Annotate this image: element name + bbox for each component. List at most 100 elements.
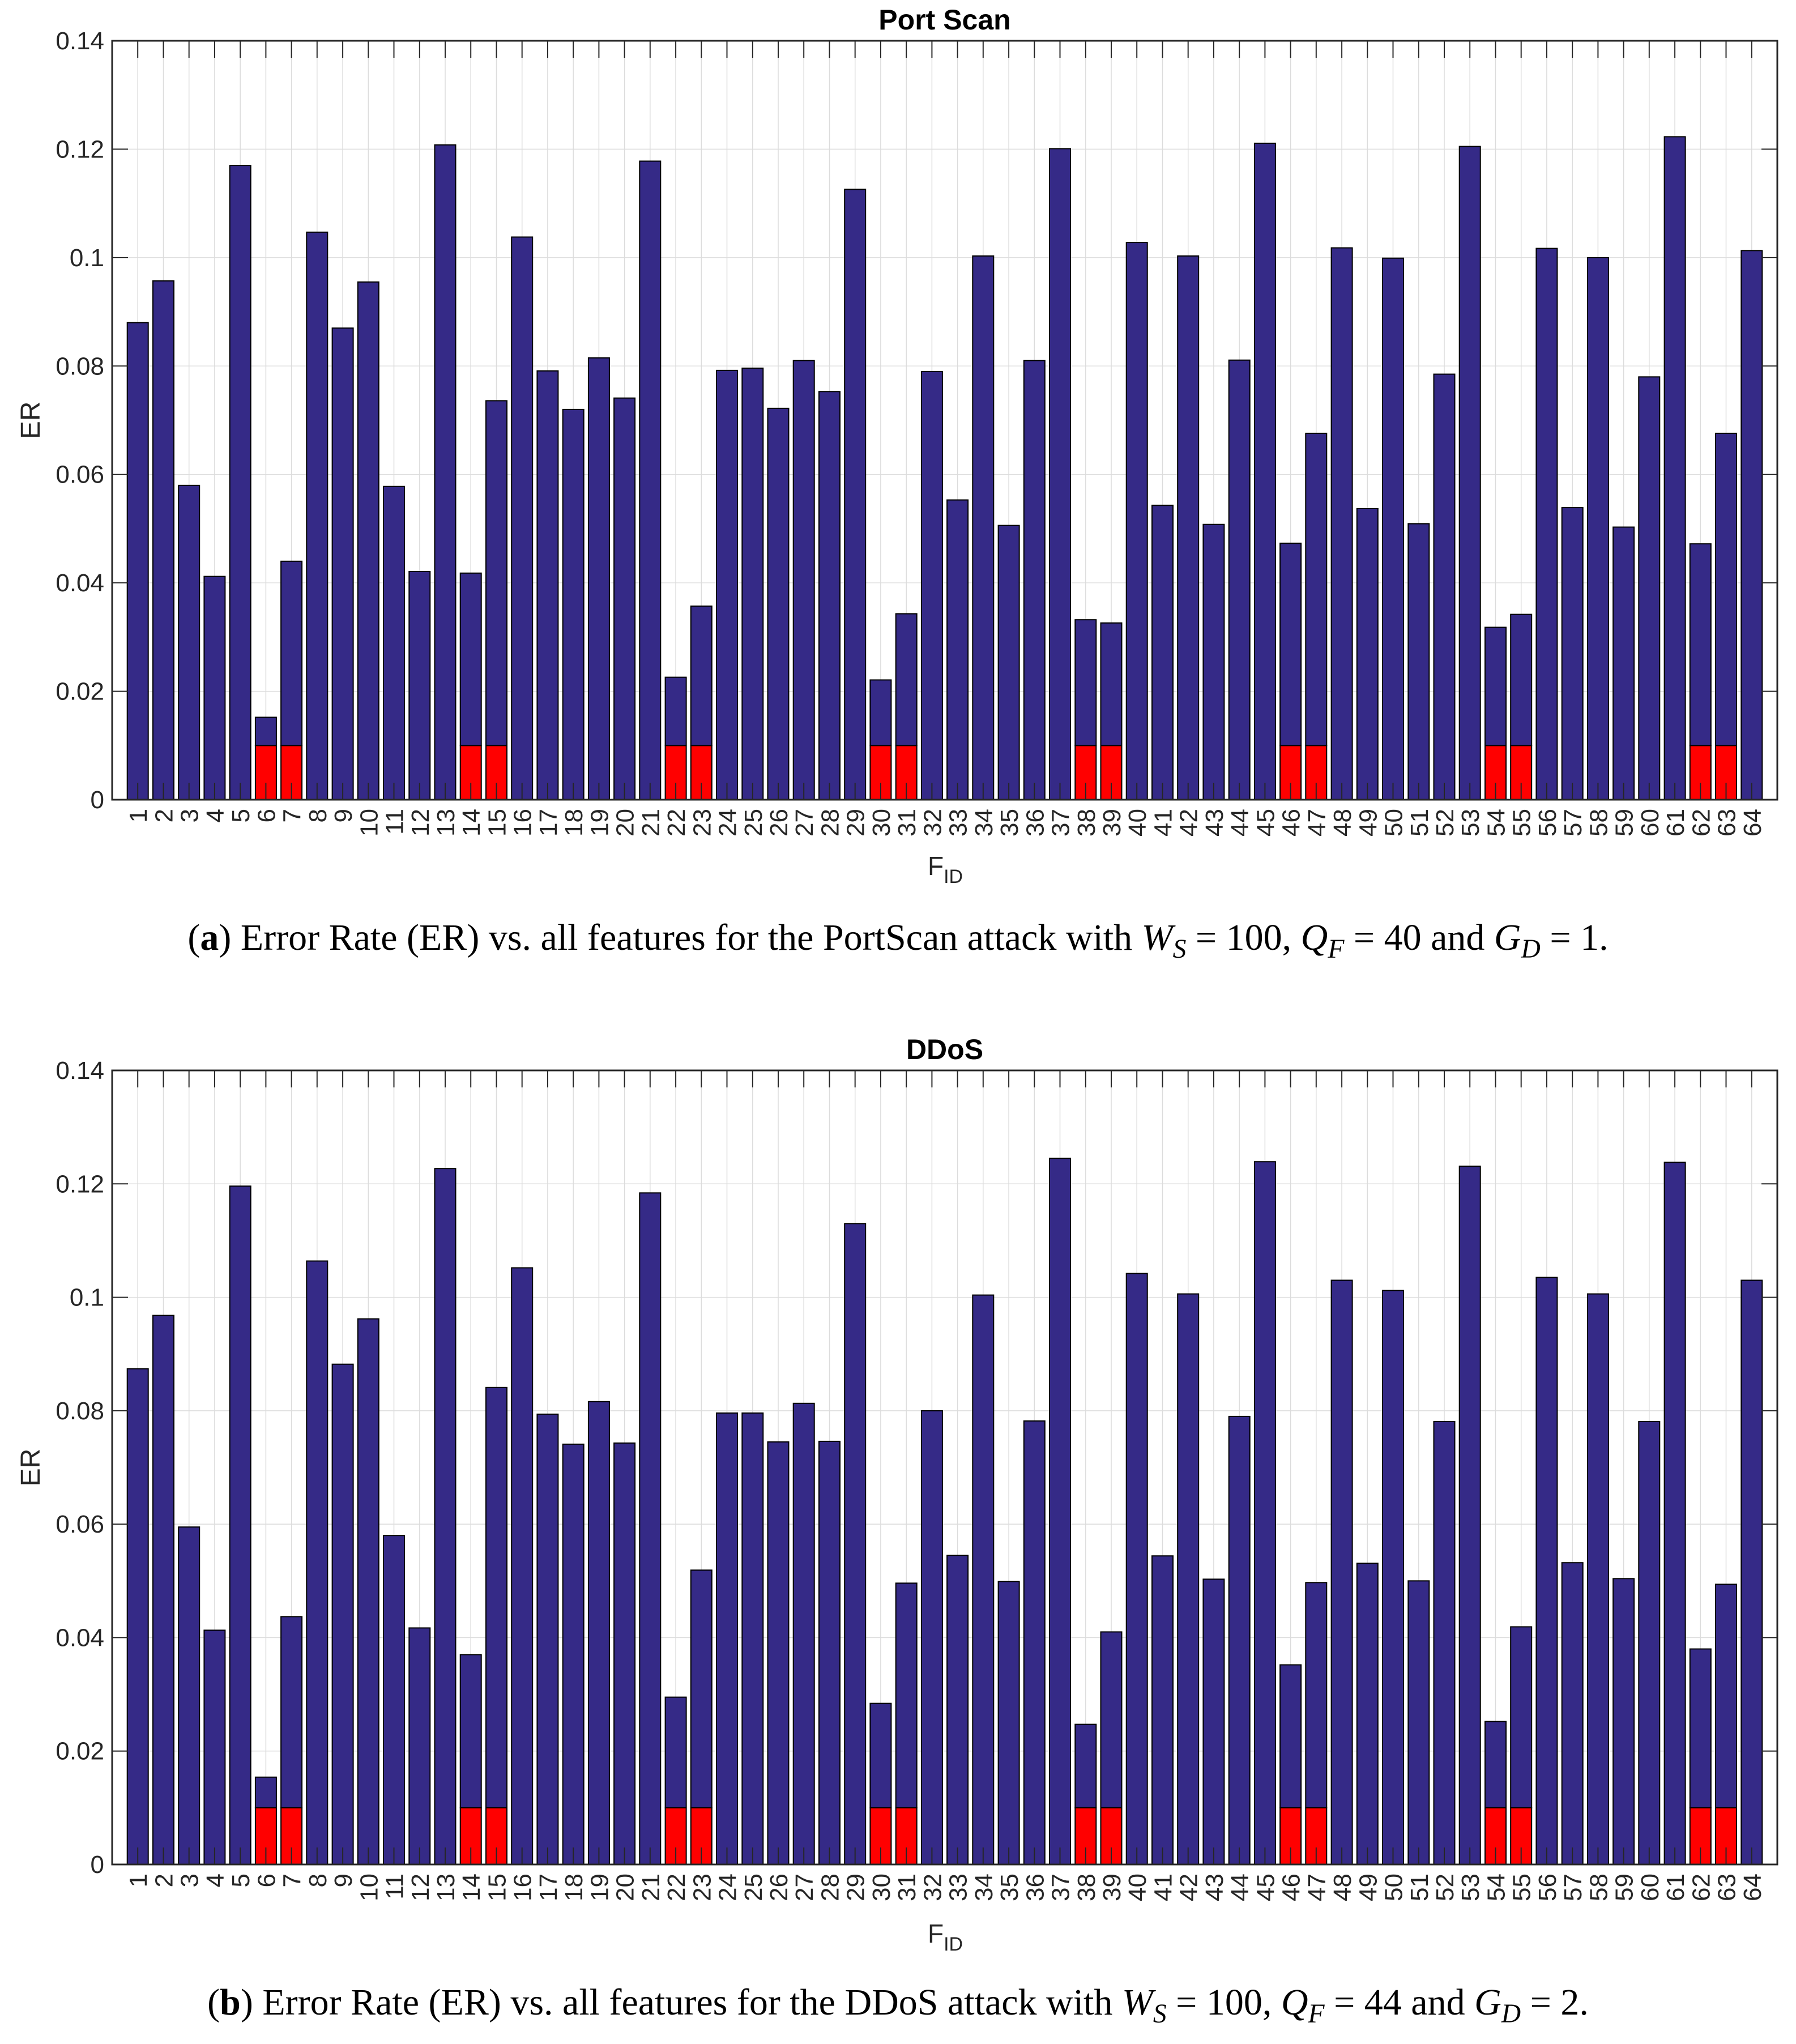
x-tick-label: 30: [868, 1874, 895, 1901]
x-tick-label: 27: [791, 1874, 818, 1901]
caption-math-subscript: D: [1501, 1999, 1521, 2029]
x-tick-label: 47: [1303, 1874, 1331, 1901]
bar: [741, 368, 764, 800]
x-tick-label: 51: [1406, 1874, 1434, 1901]
x-tick-label: 50: [1380, 809, 1408, 837]
bar: [1151, 1555, 1174, 1865]
bar: [485, 400, 507, 746]
bar: [1125, 242, 1148, 801]
bar: [1100, 622, 1123, 746]
x-tick-label: 59: [1611, 809, 1639, 837]
x-tick-label: 54: [1483, 809, 1511, 837]
chart-title: DDoS: [906, 1034, 983, 1065]
x-axis-label: FID: [928, 851, 963, 887]
x-tick-label: 6: [253, 809, 280, 822]
x-tick-label: 40: [1124, 809, 1151, 837]
x-tick-label: 2: [151, 809, 178, 822]
bar: [1433, 373, 1456, 800]
bar: [972, 1294, 995, 1866]
caption-text: = 1.: [1540, 917, 1609, 958]
x-tick-label: 39: [1098, 1874, 1126, 1901]
x-tick-label: 8: [304, 809, 332, 822]
caption-text: = 44 and: [1324, 1982, 1475, 2023]
x-tick-label: 46: [1278, 809, 1306, 837]
bar: [1202, 523, 1225, 800]
x-tick-label: 60: [1636, 1874, 1664, 1901]
x-tick-label: 44: [1226, 1874, 1254, 1901]
x-tick-label: 54: [1483, 1874, 1511, 1901]
y-tick-label: 0.02: [56, 678, 104, 706]
x-tick-label: 25: [740, 1874, 767, 1901]
x-tick-label: 49: [1354, 1874, 1382, 1901]
x-tick-label: 52: [1431, 809, 1459, 837]
bar-highlight-segment: [869, 1807, 892, 1866]
x-tick-label: 44: [1226, 809, 1254, 837]
bar: [1305, 1582, 1328, 1808]
x-tick-label: 28: [817, 809, 844, 837]
bar: [459, 572, 482, 746]
bar: [690, 605, 713, 746]
y-tick-label: 0.1: [70, 1284, 104, 1312]
y-tick-label: 0: [91, 1851, 104, 1879]
x-tick-label: 20: [612, 809, 639, 837]
caption-math-subscript: F: [1308, 1999, 1325, 2029]
caption-math-var: G: [1474, 1982, 1501, 2023]
figure-caption-b: (b) Error Rate (ER) vs. all features for…: [207, 1982, 1589, 2029]
bar: [126, 1368, 149, 1865]
bar: [1356, 508, 1379, 800]
bar: [434, 144, 457, 800]
bar: [767, 1441, 790, 1865]
bar: [1561, 1562, 1584, 1865]
bar: [562, 408, 585, 800]
caption-text: Error Rate (ER) vs. all features for the…: [231, 917, 1142, 958]
y-tick-label: 0.06: [56, 461, 104, 489]
bar: [152, 1315, 174, 1865]
caption-math-var: G: [1494, 917, 1521, 958]
caption-text: Error Rate (ER) vs. all features for the…: [253, 1982, 1122, 2023]
bar: [1407, 523, 1430, 800]
bar: [331, 327, 354, 800]
bar: [1100, 1631, 1123, 1808]
caption-tag-letter: a: [200, 917, 219, 958]
bar: [1382, 1290, 1404, 1866]
x-tick-label: 34: [970, 809, 998, 837]
x-tick-label: 6: [253, 1874, 280, 1887]
bar: [1228, 359, 1251, 800]
caption-math-var: W: [1141, 917, 1173, 958]
bar: [997, 1581, 1020, 1865]
x-tick-label: 18: [560, 1874, 588, 1901]
y-tick-label: 0.04: [56, 569, 104, 597]
x-tick-label: 19: [586, 1874, 613, 1901]
x-tick-label: 37: [1047, 809, 1075, 837]
x-tick-label: 23: [688, 1874, 716, 1901]
x-tick-label: 30: [868, 809, 895, 837]
x-tick-label: 13: [432, 1874, 460, 1901]
bar: [716, 369, 738, 800]
x-tick-label: 12: [407, 809, 434, 837]
bar: [1561, 507, 1584, 800]
x-tick-label: 31: [893, 1874, 921, 1901]
x-tick-label: 59: [1611, 1874, 1639, 1901]
x-tick-label: 51: [1406, 809, 1434, 837]
x-tick-label: 55: [1508, 809, 1536, 837]
bar: [1177, 255, 1200, 800]
x-tick-label: 23: [688, 809, 716, 837]
x-tick-label: 13: [432, 809, 460, 837]
caption-math-var: Q: [1300, 917, 1328, 958]
caption-text: = 100,: [1166, 1982, 1281, 2023]
x-tick-label: 1: [125, 1874, 152, 1887]
x-tick-label: 3: [176, 809, 204, 822]
x-tick-label: 29: [842, 809, 870, 837]
bar: [1715, 1584, 1737, 1808]
x-tick-label: 15: [484, 809, 511, 837]
x-tick-label: 41: [1150, 809, 1178, 837]
y-axis-label: ER: [16, 402, 46, 439]
bar: [1689, 1648, 1712, 1808]
x-tick-label: 45: [1252, 1874, 1279, 1901]
bar: [434, 1168, 457, 1866]
bar: [331, 1363, 354, 1865]
bar: [1074, 619, 1097, 746]
x-tick-label: 45: [1252, 809, 1279, 837]
x-tick-label: 15: [484, 1874, 511, 1901]
x-tick-label: 48: [1329, 1874, 1356, 1901]
